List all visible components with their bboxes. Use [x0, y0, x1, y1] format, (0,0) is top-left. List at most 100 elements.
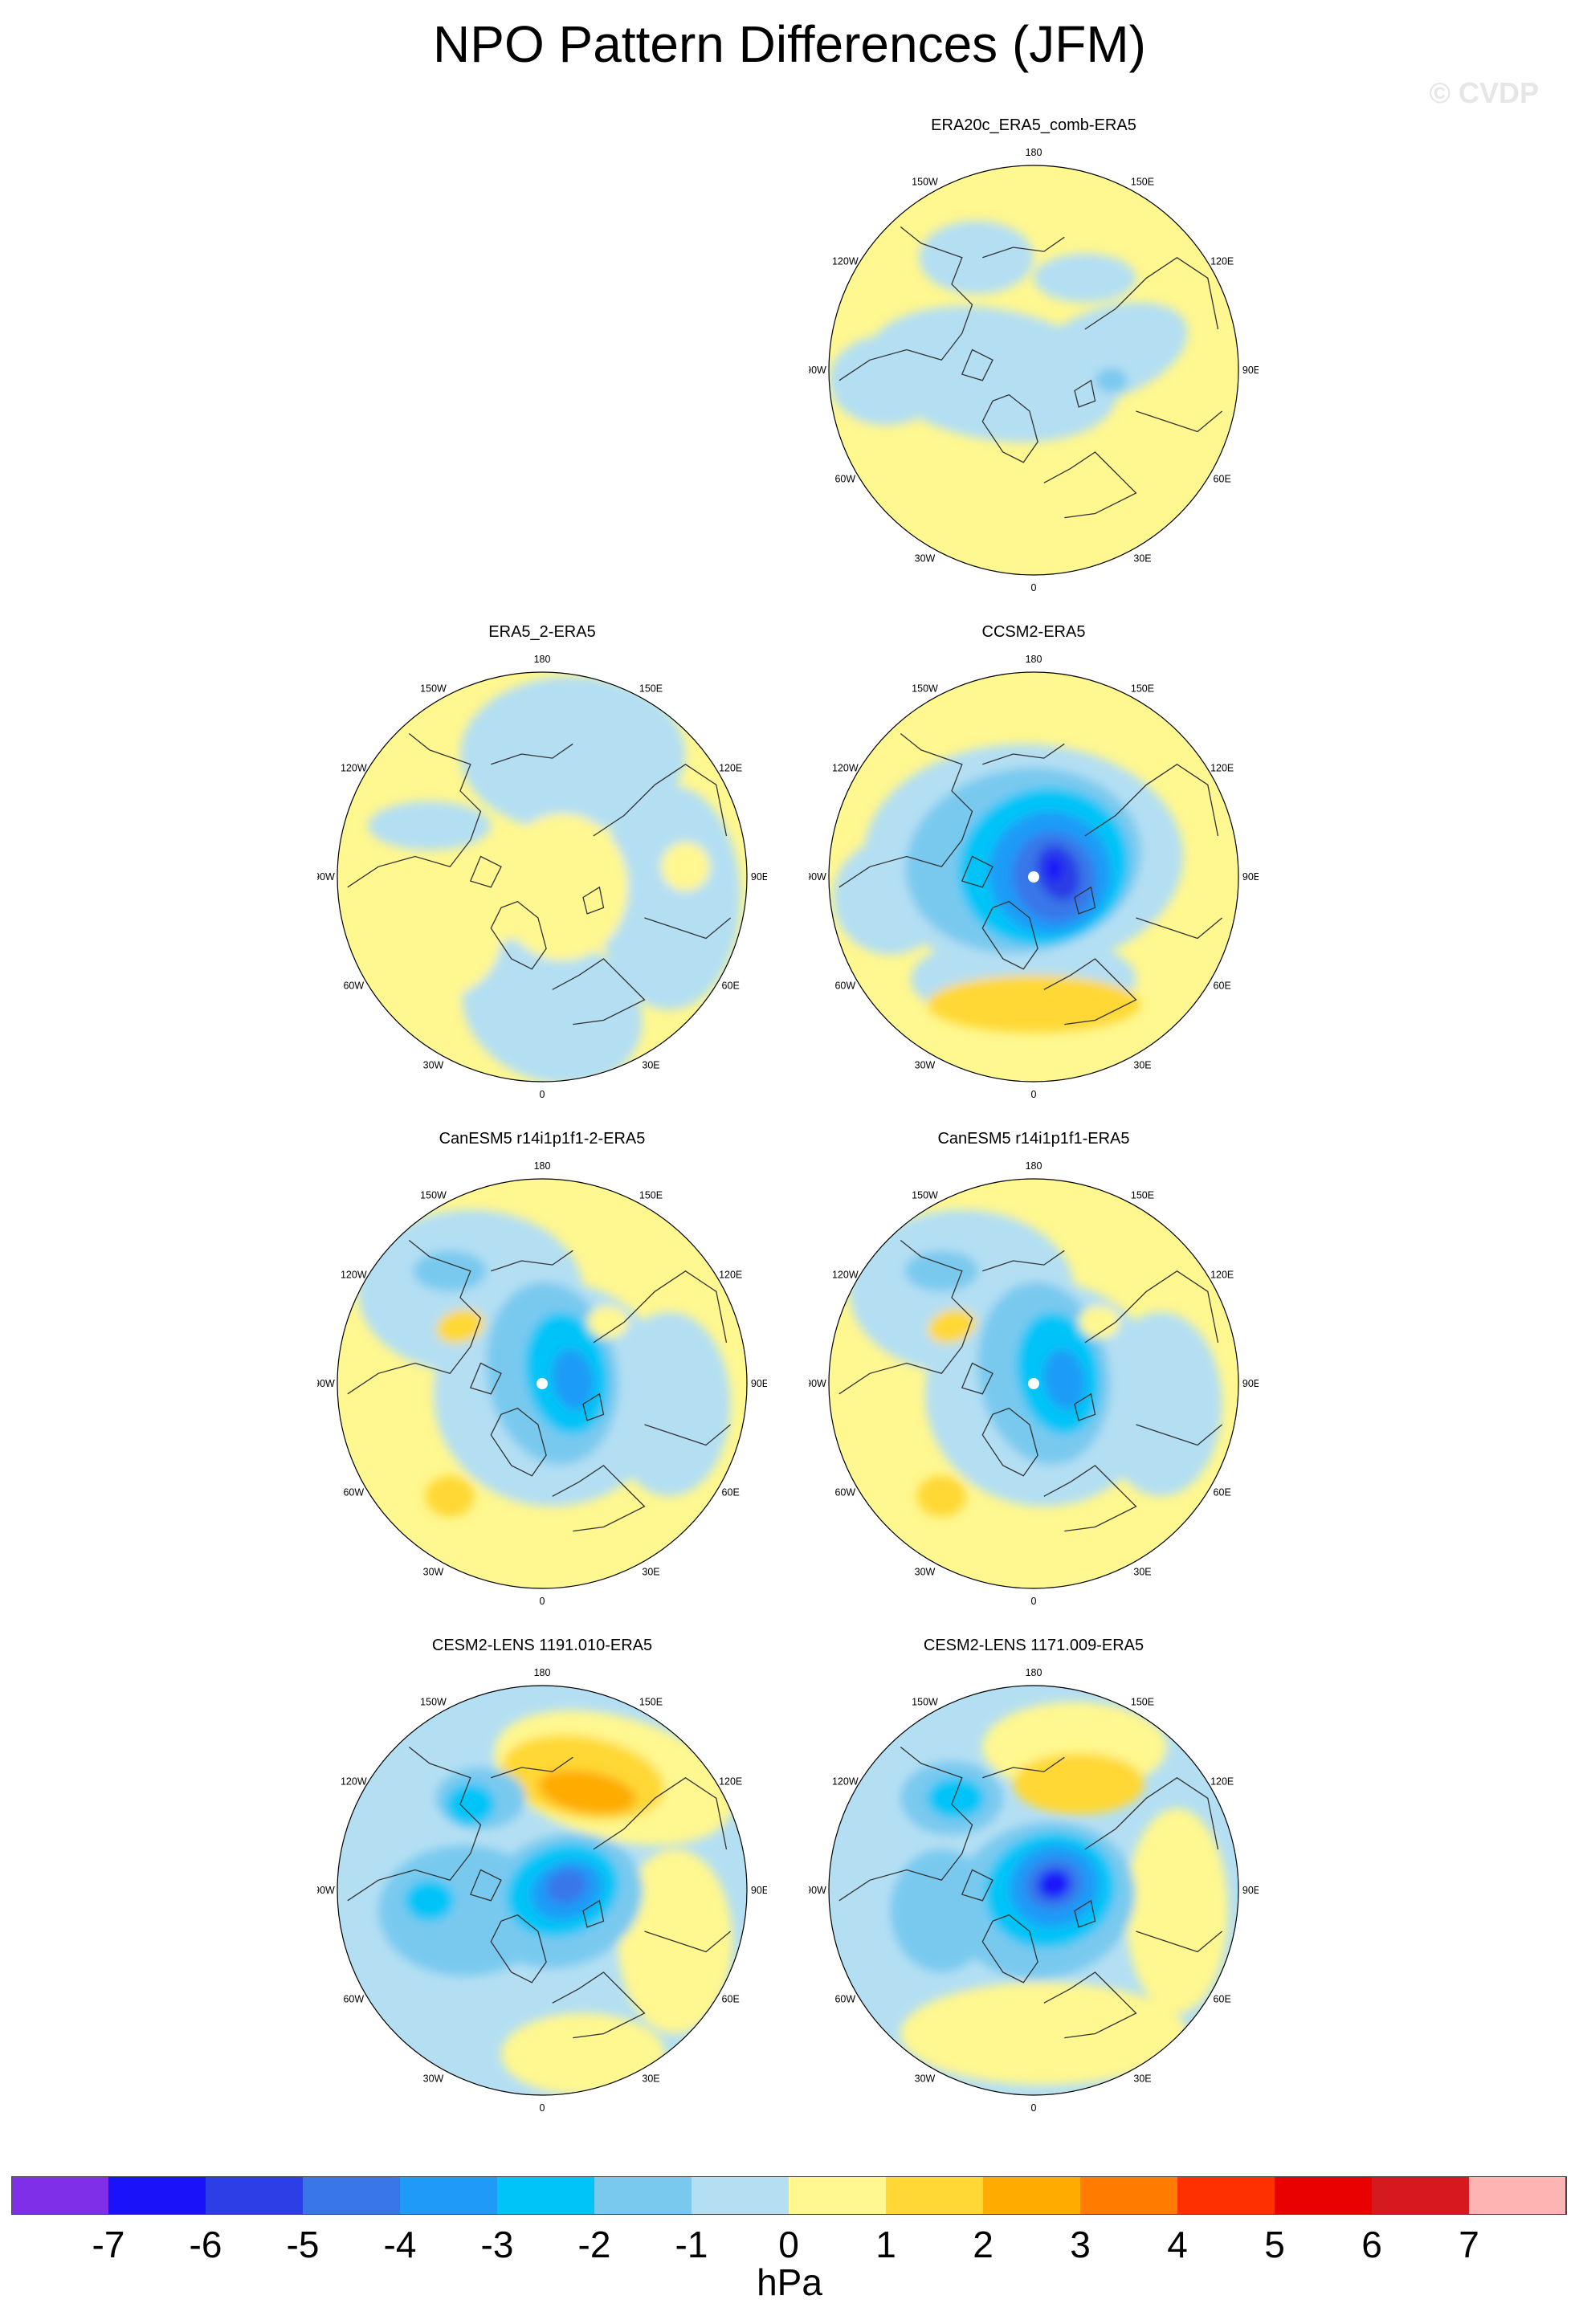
panel-title: CanESM5 r14i1p1f1-ERA5	[937, 1130, 1130, 1148]
polar-map: 180 0 90W 90E 150W 150E 120W 120E 60W 60E 30W 30E	[317, 1160, 767, 1607]
longitude-label: 0	[1031, 2102, 1037, 2114]
panel-title: CESM2-LENS 1171.009-ERA5	[923, 1637, 1144, 1654]
longitude-label: 60W	[343, 1994, 364, 2005]
contour-region	[501, 2013, 665, 2095]
panel-title: CCSM2-ERA5	[981, 623, 1086, 641]
contour-region	[1038, 1869, 1071, 1899]
contour-region	[904, 1250, 979, 1292]
map-panel-ccsm2: CCSM2-ERA5 180 0 90W 90E 150W 150E 120W 120E 60W…	[809, 623, 1259, 1105]
longitude-label: 150W	[912, 683, 938, 694]
colorbar-tick-label: 0	[778, 2224, 799, 2265]
contour-region	[1013, 1753, 1144, 1815]
longitude-label: 60W	[834, 474, 855, 485]
colorbar-tick-label: -1	[675, 2224, 708, 2265]
longitude-label: 0	[540, 2102, 545, 2114]
longitude-label: 0	[1031, 582, 1037, 593]
longitude-label: 120W	[832, 1270, 859, 1281]
coastlines	[347, 1239, 732, 1532]
longitude-label: 60W	[343, 1487, 364, 1498]
polar-map: 180 0 90W 90E 150W 150E 120W 120E 60W 60E 30W 30E	[809, 654, 1259, 1100]
longitude-label: 90E	[751, 1378, 767, 1389]
coastlines	[347, 1746, 732, 2039]
contour-region	[1079, 1306, 1120, 1339]
longitude-label: 60W	[834, 981, 855, 992]
longitude-label: 120E	[719, 1270, 742, 1281]
contour-region	[357, 877, 501, 1000]
map-field	[829, 1686, 1238, 2095]
longitude-label: 150E	[1131, 683, 1154, 694]
longitude-label: 30E	[642, 1060, 659, 1071]
longitude-label: 60E	[722, 1487, 740, 1498]
contour-region	[927, 1777, 985, 1819]
longitude-label: 120E	[1210, 1270, 1234, 1281]
coastlines	[838, 1746, 1223, 2039]
colorbar-cell	[886, 2176, 984, 2215]
coastlines	[838, 1239, 1223, 1532]
contour-region	[597, 785, 741, 1010]
colorbar-tick-label: -6	[189, 2224, 222, 2265]
longitude-label: 90E	[1242, 365, 1259, 376]
contour-region	[660, 842, 711, 891]
longitude-label: 120W	[341, 1776, 367, 1788]
map-border	[337, 1178, 748, 1589]
longitude-label: 150W	[912, 1189, 938, 1201]
longitude-label: 90E	[1242, 1885, 1259, 1896]
map-panel-cesm2-b: CESM2-LENS 1171.009-ERA5 180090W90E150W1…	[809, 1637, 1259, 2118]
pole-marker	[1028, 871, 1039, 883]
contour-region	[546, 1869, 587, 1903]
colorbar-tick-label: -2	[577, 2224, 611, 2265]
longitude-label: 30W	[915, 1567, 936, 1578]
contour-region	[496, 813, 629, 961]
longitude-label: 30W	[915, 553, 936, 565]
longitude-label: 150W	[912, 176, 938, 187]
longitude-label: 0	[1031, 1596, 1037, 1607]
longitude-label: 30W	[423, 1567, 444, 1578]
longitude-label: 30E	[1133, 1567, 1151, 1578]
longitude-label: 120W	[832, 256, 859, 267]
colorbar-units: hPa	[757, 2261, 822, 2303]
longitude-label: 180	[1026, 1667, 1042, 1678]
colorbar-cell	[497, 2176, 595, 2215]
longitude-label: 90E	[1242, 1378, 1259, 1389]
longitude-label: 150E	[639, 1189, 663, 1201]
longitude-label: 30W	[423, 1060, 444, 1071]
longitude-label: 30E	[1133, 2073, 1151, 2085]
longitude-label: 90W	[809, 1885, 826, 1896]
longitude-label: 150E	[1131, 1696, 1154, 1707]
coastlines	[838, 226, 1223, 519]
longitude-label: 0	[540, 1596, 545, 1607]
colorbar-cell	[1275, 2176, 1373, 2215]
longitude-label: 30E	[1133, 1060, 1151, 1071]
watermark: © CVDP	[1429, 76, 1539, 109]
polar-map: 180 0 90W 90E 150W 150E 120W 120E 60W 60E 30W 30E	[317, 654, 767, 1100]
longitude-label: 90W	[317, 1378, 335, 1389]
longitude-label: 30E	[642, 1567, 659, 1578]
coastlines	[347, 732, 732, 1025]
colorbar-tick-label: 4	[1167, 2224, 1188, 2265]
longitude-label: 180	[534, 1667, 551, 1678]
map-border	[828, 671, 1239, 1082]
contour-region	[1046, 856, 1063, 882]
map-field	[829, 1179, 1238, 1588]
contour-region	[425, 1475, 475, 1517]
contour-region	[538, 1770, 636, 1814]
map-panel-era20c: ERA20c_ERA5_comb-ERA5 180 0 90W 90E 150W 150E…	[809, 116, 1259, 598]
colorbar-tick-label: 2	[973, 2224, 994, 2265]
polar-map: 180 0 90W 90E 150W 150E 120W 120E 60W 60E 30W 30E	[809, 147, 1259, 593]
contour-region	[900, 1982, 1188, 2085]
longitude-label: 150W	[420, 1189, 447, 1201]
panel-title: ERA5_2-ERA5	[488, 623, 596, 641]
colorbar-cell	[400, 2176, 498, 2215]
contour-region	[1022, 302, 1188, 406]
longitude-label: 90E	[751, 1885, 767, 1896]
longitude-label: 60W	[834, 1994, 855, 2005]
longitude-label: 0	[540, 1089, 545, 1100]
longitude-label: 150W	[420, 683, 447, 694]
longitude-label: 120E	[1210, 256, 1234, 267]
colorbar-cell	[206, 2176, 304, 2215]
map-field	[829, 672, 1238, 1082]
colorbar	[11, 2176, 1567, 2215]
contour-region	[1043, 1348, 1086, 1410]
coastlines	[838, 732, 1223, 1025]
longitude-label: 120W	[341, 763, 367, 774]
